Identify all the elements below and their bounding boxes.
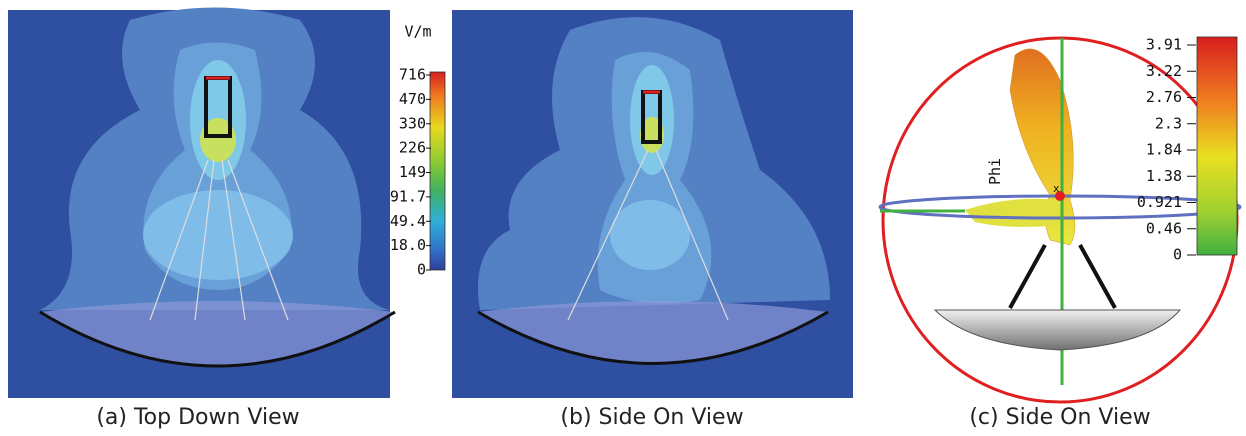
feed-supports [149,159,289,321]
colorbar-unit: V/m [404,23,431,41]
caption: (b) Side On View [560,405,743,430]
colorbar-label: 226 [399,139,426,157]
caption: (a) Top Down View [96,405,299,430]
radiation-lobe [965,198,1065,227]
colorbar-label: 330 [399,114,426,132]
colorbar-label: 1.84 [1146,141,1182,159]
field-hotspot [200,118,236,162]
origin-point [1055,191,1065,201]
dish-region [40,301,395,366]
panel-c: x Phi [878,36,1242,404]
colorbar-label: 3.91 [1146,36,1182,54]
caption: (c) Side On View [969,405,1150,430]
colorbar-label: 0.921 [1137,193,1182,211]
colorbar-label: 0 [417,261,426,279]
panel-b [452,10,853,398]
colorbar-label: 470 [399,90,426,108]
colorbar-label: 716 [399,66,426,84]
colorbar: V/m 716 470 330 226 149 91.7 49.4 18.0 0 [390,10,447,290]
colorbar-label: 149 [399,163,426,181]
panel-a [8,7,396,398]
colorbar-gradient [1196,36,1238,256]
feed-supports [567,149,729,321]
dish-region [478,301,828,364]
field-contour [143,190,293,280]
dish [477,310,829,365]
dish [933,309,1182,351]
colorbar-label: 49.4 [390,212,426,230]
axis-marker: x [1053,182,1060,195]
colorbar-label: 2.76 [1146,88,1182,106]
colorbar-label: 2.3 [1155,114,1182,132]
colorbar-label: 3.22 [1146,62,1182,80]
colorbar-label: 0 [1173,246,1182,264]
axis-label: Phi [986,158,1004,185]
dish [39,310,396,368]
colorbar-label: 0.46 [1146,219,1182,237]
field-contour [610,200,690,270]
colorbar: 3.91 3.22 2.76 2.3 1.84 1.38 0.921 0.46 0 [1137,36,1238,264]
colorbar-label: 91.7 [390,187,426,205]
colorbar-label: 1.38 [1146,167,1182,185]
colorbar-label: 18.0 [390,236,426,254]
colorbar-gradient [429,71,446,271]
feed-supports [1008,244,1117,309]
